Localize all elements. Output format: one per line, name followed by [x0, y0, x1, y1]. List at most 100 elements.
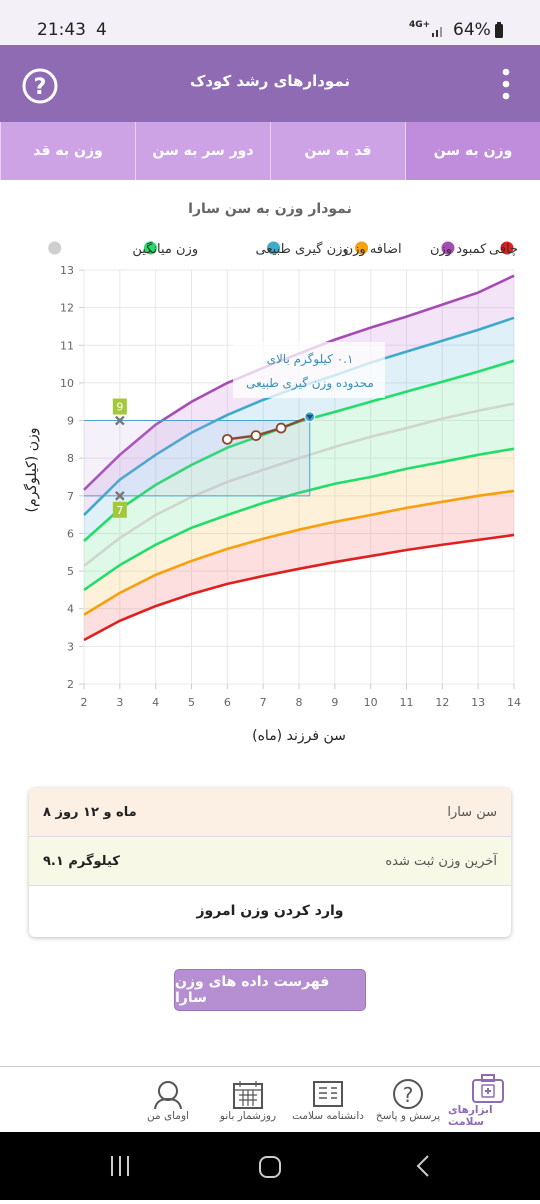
nav-item[interactable]: روزشمار بانو [208, 1067, 288, 1132]
nav-label: اومای من [147, 1109, 189, 1122]
y-tick-label: 8 [67, 452, 74, 465]
info-row: آخرین وزن ثبت شده ۹.۱ کیلوگرم [29, 837, 511, 886]
legend-label: وزن گیری طبیعی [256, 241, 349, 257]
y-tick-label: 10 [60, 377, 74, 390]
range-label: 9 [116, 401, 123, 414]
x-tick-label: 9 [331, 696, 338, 709]
x-tick-label: 7 [260, 696, 267, 709]
add-weight-button[interactable]: وارد کردن وزن امروز [196, 903, 344, 919]
x-tick-label: 8 [296, 696, 303, 709]
nav-icon [154, 1080, 182, 1109]
nav-item[interactable]: دانشنامه سلامت [288, 1067, 368, 1132]
legend-dot [500, 241, 514, 255]
y-axis-title: وزن (کیلوگرم) [23, 428, 40, 513]
legend-dot [355, 241, 369, 255]
nav-icon: ? [393, 1078, 423, 1109]
y-tick-label: 6 [67, 527, 74, 540]
x-tick-label: 2 [81, 696, 88, 709]
tab[interactable]: وزن به سن [405, 122, 540, 180]
legend-dot [143, 241, 157, 255]
network: 4G+ [409, 20, 431, 30]
battery-icon [495, 22, 503, 38]
y-tick-label: 12 [60, 302, 74, 315]
legend-label: وزن میانگین [132, 241, 198, 257]
svg-text:?: ? [34, 75, 47, 100]
band-fill [84, 360, 514, 566]
range-cross [114, 490, 125, 501]
legend-label: کمبود وزن [430, 242, 487, 257]
nav-item[interactable]: ابزارهای سلامت [448, 1067, 528, 1132]
system-nav-icons [111, 1155, 429, 1178]
status-bar: 21:43 4 4G+ 64% [0, 0, 540, 45]
band-fill [84, 275, 514, 516]
y-tick-label: 5 [67, 565, 74, 578]
nav-label: پرسش و پاسخ [375, 1109, 441, 1122]
legend-label: چاقی [489, 242, 518, 257]
x-tick-label: 14 [507, 696, 521, 709]
y-tick-label: 11 [60, 339, 74, 352]
help-button[interactable]: ? [21, 67, 59, 105]
y-tick-label: 7 [67, 490, 74, 503]
tab-bar: وزن به سن قد به سن دور سر به سن وزن به ق… [0, 122, 540, 180]
legend-dot [267, 241, 281, 255]
range-box [84, 420, 310, 496]
tab[interactable]: دور سر به سن [135, 122, 270, 180]
app-bar: ? نمودارهای رشد کودک [0, 45, 540, 122]
menu-button[interactable] [500, 67, 512, 103]
svg-text:?: ? [403, 1083, 414, 1107]
band-fill [84, 490, 514, 640]
list-button[interactable]: فهرست داده های وزن سارا [174, 969, 366, 1011]
notification: 4 [96, 20, 107, 40]
x-tick-label: 4 [152, 696, 159, 709]
band-fill [84, 317, 514, 541]
info-card: سن سارا ۸ ماه و ۱۲ روز آخرین وزن ثبت شده… [29, 788, 511, 937]
info-label: سن سارا [447, 804, 497, 820]
nav-icon [233, 1080, 263, 1109]
series-line [83, 533, 515, 642]
x-tick-label: 12 [435, 696, 449, 709]
x-tick-label: 10 [364, 696, 378, 709]
y-tick-label: 13 [60, 264, 74, 277]
y-tick-label: 3 [67, 640, 74, 653]
legend-dot [441, 241, 455, 255]
measurement-point [250, 430, 262, 442]
y-tick-label: 4 [67, 603, 74, 616]
legend-dot [48, 241, 62, 255]
annotation: ۰.۱ کیلوگرم بالای [267, 352, 354, 367]
series-line [83, 447, 515, 591]
battery: 64% [453, 20, 491, 40]
nav-item[interactable]: اومای من [128, 1067, 208, 1132]
annotation-box [233, 342, 385, 398]
x-tick-label: 3 [116, 696, 123, 709]
series-line [83, 489, 515, 616]
chart-title: نمودار وزن به سن سارا [188, 201, 352, 217]
annotation: محدوده وزن گیری طبیعی [246, 376, 374, 391]
signal-icon [432, 27, 442, 37]
range-label: 7 [116, 504, 123, 517]
nav-label: روزشمار بانو [219, 1109, 277, 1122]
nav-label: ابزارهای سلامت [448, 1103, 493, 1128]
measurement-point [275, 422, 287, 434]
nav-label: دانشنامه سلامت [292, 1109, 364, 1122]
band-fill [84, 403, 514, 590]
info-label: آخرین وزن ثبت شده [385, 853, 497, 869]
range-cross [114, 415, 125, 426]
bottom-nav: ابزارهای سلامت ? پرسش و پاسخ دانشنامه سل… [0, 1066, 540, 1132]
x-tick-label: 5 [188, 696, 195, 709]
x-tick-label: 6 [224, 696, 231, 709]
x-tick-label: 13 [471, 696, 485, 709]
measurement-marker [306, 414, 314, 420]
nav-icon [313, 1080, 343, 1107]
nav-item[interactable]: ? پرسش و پاسخ [368, 1067, 448, 1132]
time: 21:43 [37, 20, 86, 40]
info-value: ۸ ماه و ۱۲ روز [43, 804, 137, 820]
app-title: نمودارهای رشد کودک [189, 72, 351, 90]
x-axis-title: سن فرزند (ماه) [252, 728, 346, 744]
tab[interactable]: قد به سن [270, 122, 405, 180]
measurement-line [227, 415, 311, 441]
tab[interactable]: وزن به قد [0, 122, 135, 180]
measurement-point [221, 433, 233, 445]
series-line [83, 402, 515, 567]
